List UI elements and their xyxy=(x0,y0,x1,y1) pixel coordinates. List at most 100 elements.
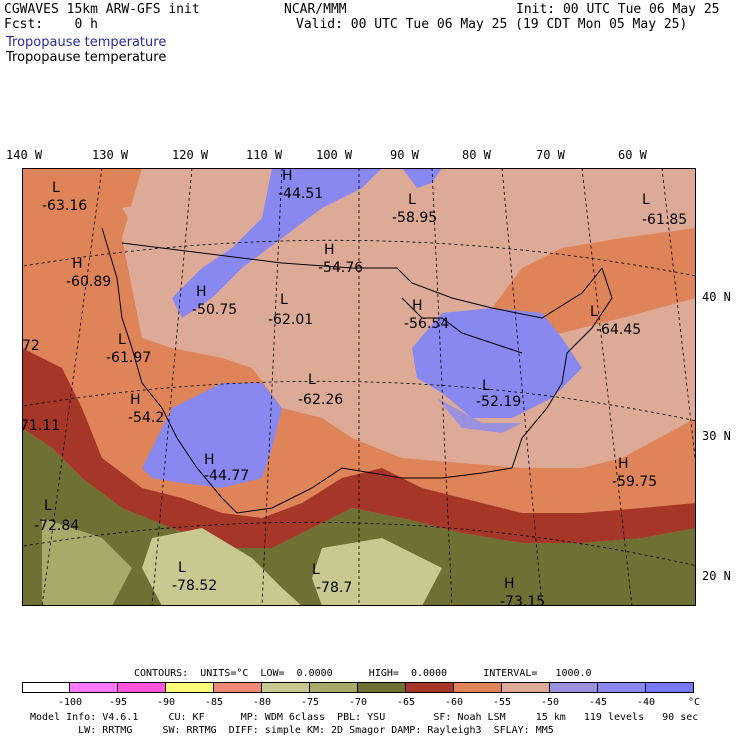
organization: NCAR/MMM xyxy=(284,2,347,17)
legend-swatch xyxy=(118,682,166,693)
lon-label: 110 W xyxy=(246,148,283,162)
lon-line-120w xyxy=(151,168,193,606)
legend-swatch xyxy=(454,682,502,693)
shading-blue xyxy=(172,168,382,318)
legend-swatch xyxy=(166,682,214,693)
legend-tick-label: -100 xyxy=(57,697,83,708)
map-marker-value: -54.2 xyxy=(128,410,164,426)
lon-label: 100 W xyxy=(316,148,353,162)
lon-line-80w xyxy=(501,168,543,606)
legend-tick-label: -80 xyxy=(252,697,272,708)
legend-swatch xyxy=(214,682,262,693)
map-marker-value: -61.97 xyxy=(106,350,151,366)
map-marker-type: L xyxy=(590,304,598,320)
map-marker-value: -72.84 xyxy=(34,518,79,534)
legend-swatch xyxy=(310,682,358,693)
map-marker-value: -58.95 xyxy=(392,210,437,226)
map-frame xyxy=(22,168,696,606)
map-marker-type: H xyxy=(282,168,293,184)
lat-line-30n xyxy=(22,380,696,422)
map-marker-type: H xyxy=(204,452,215,468)
legend-tick-label: -90 xyxy=(156,697,176,708)
lon-label: 140 W xyxy=(6,148,43,162)
coastlines xyxy=(101,227,613,514)
map-marker-value: -44.77 xyxy=(204,468,249,484)
forecast-hour: Fcst: 0 h xyxy=(4,17,98,32)
map-marker-value: -52.19 xyxy=(476,394,521,410)
legend-swatch xyxy=(598,682,646,693)
shading-blue xyxy=(412,308,582,418)
legend-tick-label: -85 xyxy=(204,697,224,708)
map-marker-type: L xyxy=(178,560,186,576)
lat-label: 20 N xyxy=(702,569,731,583)
map-marker-value: 71.11 xyxy=(22,418,60,434)
map-marker-type: L xyxy=(308,372,316,388)
lat-label: 30 N xyxy=(702,429,731,443)
map-marker-type: L xyxy=(118,332,126,348)
map-marker-type: H xyxy=(504,576,515,592)
shading-blue xyxy=(142,383,282,488)
legend-swatch xyxy=(550,682,598,693)
shading-blue xyxy=(402,168,442,188)
field-title-shaded: Tropopause temperature xyxy=(6,35,167,50)
legend-tick-label: -40 xyxy=(636,697,656,708)
lon-label: 120 W xyxy=(172,148,209,162)
model-title: CGWAVES 15km ARW-GFS init xyxy=(4,2,200,17)
legend-tick-label: -65 xyxy=(396,697,416,708)
contours-info: CONTOURS: UNITS=°C LOW= 0.0000 HIGH= 0.0… xyxy=(134,668,592,679)
lon-label: 80 W xyxy=(462,148,491,162)
lat-label: 40 N xyxy=(702,290,731,304)
tropopause-temperature-map: L -63.16 H -44.51 L -58.95 L -61.85 H -6… xyxy=(22,168,696,606)
map-marker-type: L xyxy=(408,192,416,208)
west-coast xyxy=(101,227,238,514)
map-marker-value: -73.15 xyxy=(500,594,545,606)
lon-line-90w xyxy=(431,168,453,606)
lon-label: 70 W xyxy=(536,148,565,162)
valid-time: Valid: 00 UTC Tue 06 May 25 (19 CDT Mon … xyxy=(296,17,688,32)
map-marker-value: -61.85 xyxy=(642,212,687,228)
map-marker-value: -78.52 xyxy=(172,578,217,594)
map-marker-value: -54.76 xyxy=(318,260,363,276)
legend-swatch xyxy=(70,682,118,693)
legend-tick-label: -75 xyxy=(300,697,320,708)
map-marker-value: 72 xyxy=(22,338,40,354)
map-marker-value: -60.89 xyxy=(66,274,111,290)
shading-light xyxy=(122,188,302,298)
legend-tick-label: -60 xyxy=(444,697,464,708)
map-marker-type: L xyxy=(44,498,52,514)
lon-line-60w xyxy=(661,168,696,470)
shading-medium-olive xyxy=(42,518,132,606)
legend-tick-label: -45 xyxy=(588,697,608,708)
us-canada-border xyxy=(121,242,603,319)
map-marker-type: L xyxy=(482,378,490,394)
map-marker-type: H xyxy=(324,242,335,258)
legend-tick-label: °C xyxy=(687,697,701,708)
map-marker-value: -56.54 xyxy=(404,316,449,332)
map-marker-value: -64.45 xyxy=(596,322,641,338)
map-marker-value: -59.75 xyxy=(612,474,657,490)
lon-label: 130 W xyxy=(92,148,129,162)
map-marker-type: L xyxy=(312,562,320,578)
legend-tick-label: -50 xyxy=(540,697,560,708)
legend-swatch xyxy=(22,682,70,693)
map-marker-type: H xyxy=(196,284,207,300)
map-marker-value: -62.01 xyxy=(268,312,313,328)
lon-line-110w xyxy=(261,168,283,606)
physics-info: LW: RRTMG SW: RRTMG DIFF: simple KM: 2D … xyxy=(30,725,554,736)
map-marker-value: -50.75 xyxy=(192,302,237,318)
init-time: Init: 00 UTC Tue 06 May 25 xyxy=(516,2,720,17)
legend-tick-label: -95 xyxy=(108,697,128,708)
graticule xyxy=(22,168,696,606)
field-title: Tropopause temperature xyxy=(6,50,167,65)
map-marker-value: -78.7 xyxy=(316,580,352,596)
legend-swatch xyxy=(502,682,550,693)
lon-label: 60 W xyxy=(618,148,647,162)
shading-purple xyxy=(437,398,522,433)
map-marker-type: L xyxy=(642,192,650,208)
legend-swatch xyxy=(262,682,310,693)
map-marker-value: -62.26 xyxy=(298,392,343,408)
model-info: Model Info: V4.6.1 CU: KF MP: WDM 6class… xyxy=(30,712,699,723)
legend-swatch xyxy=(646,682,694,693)
map-marker-type: H xyxy=(72,256,83,272)
great-lakes xyxy=(401,297,523,354)
